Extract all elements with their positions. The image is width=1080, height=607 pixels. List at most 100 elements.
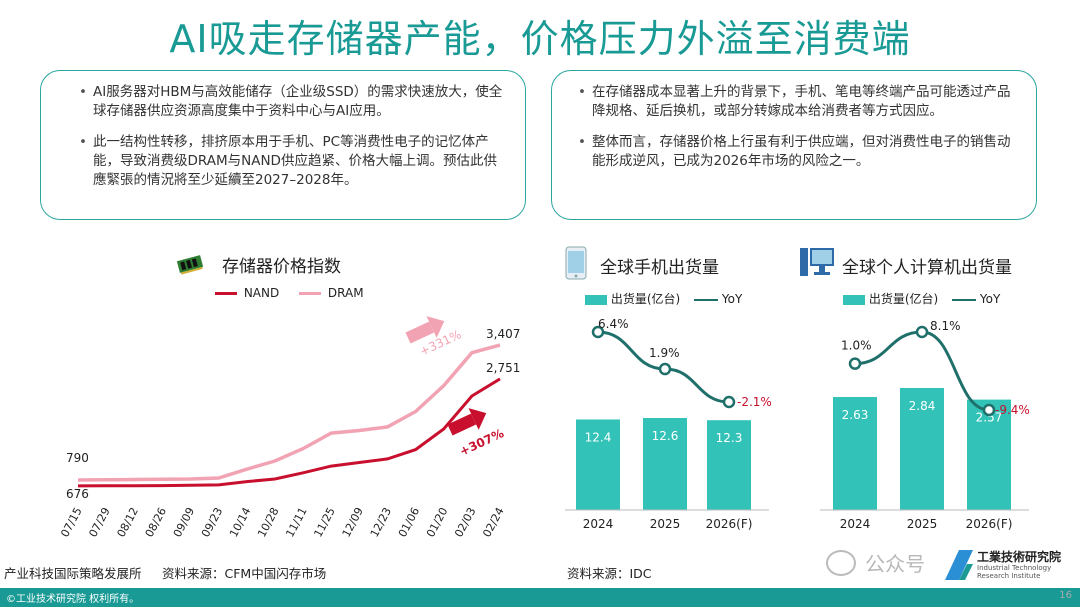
- x-tick-label: 07/29: [86, 505, 112, 539]
- yoy-marker: [982, 403, 996, 417]
- yoy-marker: [591, 325, 605, 339]
- phone-chart-legend: 出货量(亿台) YoY: [585, 290, 742, 307]
- x-category-label: 2026(F): [706, 517, 753, 531]
- x-tick-label: 01/06: [396, 505, 422, 539]
- yoy-value-label: 1.9%: [649, 346, 680, 360]
- pc-chart-title: 全球个人计算机出货量: [842, 258, 1012, 278]
- footer-copyright: ©工业技术研究院 权利所有。: [6, 594, 140, 605]
- computer-icon: [800, 248, 834, 276]
- x-tick-label: 09/23: [199, 505, 225, 539]
- nand-up-arrow-icon: [447, 408, 487, 436]
- bar-value-label: 12.4: [585, 430, 612, 444]
- phone-legend-line-label: YoY: [721, 292, 743, 306]
- pc-legend-bar-label: 出货量(亿台): [868, 292, 939, 306]
- x-tick-label: 07/15: [58, 505, 84, 539]
- x-tick-label: 08/12: [115, 505, 141, 539]
- watermark-text: 公众号: [865, 552, 926, 576]
- x-tick-label: 02/24: [480, 505, 506, 539]
- bar-value-label: 2.84: [909, 399, 936, 413]
- yoy-marker: [915, 325, 929, 339]
- x-tick-label: 11/11: [283, 505, 309, 539]
- x-tick-label: 12/09: [340, 505, 366, 539]
- phone-legend-bar-label: 出货量(亿台): [610, 292, 681, 306]
- x-category-label: 2024: [583, 517, 614, 531]
- page-title: AI吸走存储器产能，价格压力外溢至消费端: [169, 17, 911, 61]
- nand-growth-label: +307%: [457, 426, 506, 459]
- x-tick-label: 08/26: [143, 505, 169, 539]
- bar-value-label: 2.63: [842, 408, 869, 422]
- yoy-value-label: 1.0%: [841, 339, 872, 353]
- itri-logo-sub2: Research Institute: [977, 572, 1041, 580]
- footer-bar: [0, 588, 1080, 607]
- phone-legend-line-swatch: [694, 298, 719, 301]
- shipment-bar: [707, 420, 751, 510]
- dram-up-arrow-icon: [405, 316, 445, 344]
- left-bullet-list: AI服务器对HBM与高效能储存（企业级SSD）的需求快速放大，使全球存储器供应资…: [79, 83, 507, 190]
- yoy-marker: [658, 362, 672, 376]
- shipment-bar: [900, 388, 944, 510]
- x-category-label: 2025: [907, 517, 938, 531]
- left-bullet-2: 此一结构性转移，排挤原本用于手机、PC等消费性电子的记忆体产能，导致消费级DRA…: [79, 133, 507, 190]
- yoy-marker: [722, 395, 736, 409]
- phone-shipment-chart: 12.4 2024 12.6 2025 12.3 2026(F) 6.4% 1.9% -2.1%: [565, 317, 772, 531]
- right-bullet-2: 整体而言，存储器价格上行虽有利于供应端，但对消费性电子的销售动能形成逆风，已成为…: [578, 133, 1018, 171]
- yoy-value-label: -9.4%: [995, 403, 1030, 417]
- dram-start-label: 790: [66, 451, 89, 465]
- shipment-bar: [576, 419, 620, 510]
- left-info-box: AI服务器对HBM与高效能储存（企业级SSD）的需求快速放大，使全球存储器供应资…: [40, 70, 526, 220]
- shipment-bar: [833, 397, 877, 510]
- memory-chart-title: 存储器价格指数: [222, 257, 341, 277]
- page-number: 16: [1059, 590, 1072, 601]
- yoy-value-label: 6.4%: [598, 317, 629, 331]
- pc-legend-line-swatch: [952, 298, 977, 301]
- watermark: 公众号: [826, 548, 925, 578]
- legend-nand-swatch: [215, 292, 237, 295]
- itri-logo-mark: [945, 550, 973, 580]
- legend-dram-swatch: [299, 292, 322, 295]
- wechat-icon: [826, 549, 856, 576]
- x-tick-label: 09/09: [171, 505, 197, 539]
- right-bullet-1: 在存储器成本显著上升的背景下，手机、笔电等终端产品可能透过产品降规格、延后换机，…: [578, 83, 1018, 121]
- footer-org: 产业科技国际策略发展所: [4, 566, 142, 581]
- left-bullet-1: AI服务器对HBM与高效能储存（企业级SSD）的需求快速放大，使全球存储器供应资…: [79, 83, 507, 121]
- x-tick-label: 02/03: [452, 505, 478, 539]
- itri-logo-title: 工業技術研究院: [977, 550, 1062, 564]
- memory-chart-legend: NAND DRAM: [215, 286, 364, 302]
- x-category-label: 2026(F): [966, 517, 1013, 531]
- pc-legend-bar-swatch: [843, 294, 865, 305]
- itri-logo: 工業技術研究院 Industrial Technology Research I…: [945, 548, 1075, 584]
- price-x-axis: 07/15 07/29 08/12 08/26 09/09 09/23 10/14 10/28…: [58, 505, 506, 539]
- phone-legend-bar-swatch: [585, 294, 607, 305]
- nand-line: [77, 377, 501, 488]
- phone-chart-source: 资料来源：IDC: [567, 566, 652, 581]
- yoy-marker: [848, 357, 862, 370]
- x-tick-label: 12/23: [368, 505, 394, 539]
- pc-legend-line-label: YoY: [979, 292, 1001, 306]
- nand-start-label: 676: [66, 487, 89, 501]
- x-category-label: 2024: [840, 517, 871, 531]
- legend-dram-label: DRAM: [327, 286, 364, 300]
- nand-end-label: 2,751: [486, 361, 520, 375]
- itri-logo-sub1: Industrial Technology: [977, 564, 1052, 572]
- legend-nand-label: NAND: [243, 286, 280, 300]
- x-category-label: 2025: [650, 517, 681, 531]
- pc-shipment-chart: 2.63 2024 2.84 2025 2.57 2026(F) 1.0% 8.1% -9.4%: [820, 319, 1030, 531]
- bar-value-label: 12.3: [716, 431, 743, 445]
- phone-icon: [565, 246, 587, 280]
- x-tick-label: 10/14: [227, 505, 253, 539]
- footer-source: 资料来源：CFM中国闪存市场: [162, 566, 327, 581]
- bar-value-label: 2.57: [976, 411, 1003, 425]
- x-tick-label: 10/28: [255, 505, 281, 539]
- bar-value-label: 12.6: [652, 429, 679, 443]
- x-tick-label: 11/25: [311, 505, 337, 539]
- memory-price-chart: 790 676 3,407 2,751 +331% +307% 07/15 07/…: [58, 316, 520, 539]
- pc-chart-legend: 出货量(亿台) YoY: [843, 290, 1000, 307]
- shipment-bar: [967, 399, 1011, 510]
- phone-chart-title: 全球手机出货量: [600, 258, 719, 278]
- dram-end-label: 3,407: [486, 327, 520, 341]
- memory-chip-icon: [176, 255, 204, 275]
- right-bullet-list: 在存储器成本显著上升的背景下，手机、笔电等终端产品可能透过产品降规格、延后换机，…: [578, 83, 1018, 171]
- right-info-box: 在存储器成本显著上升的背景下，手机、笔电等终端产品可能透过产品降规格、延后换机，…: [551, 70, 1037, 220]
- yoy-value-label: -2.1%: [737, 395, 772, 409]
- yoy-value-label: 8.1%: [930, 319, 961, 333]
